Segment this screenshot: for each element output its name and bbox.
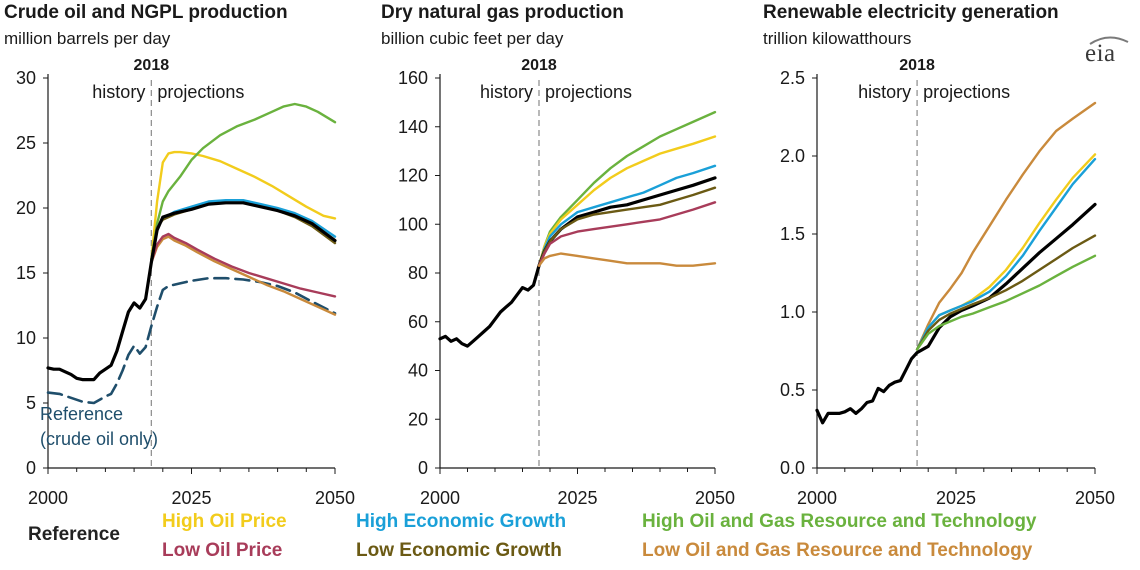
series-low-oil-price (150, 232, 337, 298)
y-tick-label: 25 (16, 133, 36, 153)
crude-oil-annotation: (crude oil only) (40, 429, 158, 449)
series-crude-only (46, 276, 337, 405)
series-high-resource (915, 254, 1097, 351)
y-tick-label: 2.0 (780, 146, 805, 166)
x-tick-label: 2000 (420, 488, 460, 508)
series-low-economic-growth (537, 186, 717, 267)
y-tick-label: 20 (16, 198, 36, 218)
y-tick-label: 20 (408, 409, 428, 429)
y-tick-label: 10 (16, 328, 36, 348)
x-tick-label: 2025 (171, 488, 211, 508)
y-tick-label: 1.5 (780, 224, 805, 244)
legend-reference: Reference (28, 524, 120, 545)
x-tick-label: 2050 (695, 488, 735, 508)
y-tick-label: 0 (26, 458, 36, 478)
y-tick-label: 120 (398, 166, 428, 186)
y-tick-label: 0.0 (780, 458, 805, 478)
chart-panel-2: 0 20 40 60 80 100 120 140 160 2000 2025 2050 2018 his… (398, 57, 735, 508)
panel-3-units: trillion kilowatthours (763, 29, 912, 48)
projections-label: projections (157, 82, 244, 102)
panel-3-title: Renewable electricity generation (763, 2, 1059, 23)
chart-panel-3: 0.0 0.5 1.0 1.5 2.0 2.5 2000 2025 2050 2018 histor… (780, 57, 1115, 508)
y-tick-label: 0.5 (780, 380, 805, 400)
projections-label: projections (923, 82, 1010, 102)
panel-2-title: Dry natural gas production (381, 2, 624, 23)
series-high-economic-growth (150, 198, 337, 262)
x-tick-label: 2050 (315, 488, 355, 508)
series-high-oil-price (537, 135, 717, 267)
series-high-economic-growth (915, 157, 1097, 351)
y-tick-label: 5 (26, 393, 36, 413)
legend-high-resource: High Oil and Gas Resource and Technology (642, 511, 1037, 532)
legend-high-oil-price: High Oil Price (162, 511, 287, 532)
history-label: history (480, 82, 533, 102)
x-tick-label: 2000 (28, 488, 68, 508)
divider-year-label: 2018 (134, 57, 170, 74)
series-low-resource (915, 101, 1097, 351)
eia-logo: eia (1082, 34, 1134, 74)
legend-low-oil-price: Low Oil Price (162, 540, 283, 561)
divider-year-label: 2018 (521, 57, 557, 74)
crude-oil-annotation: Reference (40, 404, 123, 424)
panel-1-units: million barrels per day (4, 29, 171, 48)
y-tick-label: 40 (408, 361, 428, 381)
eia-logo-arc (1089, 36, 1129, 45)
panel-2-units: billion cubic feet per day (381, 29, 564, 48)
series-high-resource (150, 102, 337, 262)
series-low-economic-growth (915, 234, 1097, 351)
series-high-economic-growth (537, 164, 717, 267)
x-tick-label: 2050 (1075, 488, 1115, 508)
x-tick-label: 2025 (557, 488, 597, 508)
legend-low-economic-growth: Low Economic Growth (356, 540, 562, 561)
y-tick-label: 80 (408, 263, 428, 283)
x-tick-label: 2000 (797, 488, 837, 508)
panel-1-title: Crude oil and NGPL production (4, 2, 288, 23)
series-low-oil-price (537, 201, 717, 267)
history-label: history (92, 82, 145, 102)
y-tick-label: 100 (398, 214, 428, 234)
x-tick-label: 2025 (936, 488, 976, 508)
y-tick-label: 140 (398, 117, 428, 137)
series-high-resource (537, 110, 717, 267)
eia-logo-text: eia (1085, 40, 1116, 67)
y-tick-label: 0 (418, 458, 428, 478)
y-tick-label: 2.5 (780, 68, 805, 88)
legend-high-economic-growth: High Economic Growth (356, 511, 567, 532)
y-tick-label: 60 (408, 312, 428, 332)
series-low-resource (537, 252, 717, 267)
projections-label: projections (545, 82, 632, 102)
series-high-oil-price (150, 150, 337, 262)
y-tick-label: 160 (398, 68, 428, 88)
divider-year-label: 2018 (899, 57, 935, 74)
history-label: history (858, 82, 911, 102)
y-tick-label: 15 (16, 263, 36, 283)
legend-low-resource: Low Oil and Gas Resource and Technology (642, 540, 1033, 561)
series-reference (815, 202, 1097, 425)
y-tick-label: 1.0 (780, 302, 805, 322)
series-low-resource (150, 235, 337, 316)
series-reference (438, 176, 717, 348)
y-tick-label: 30 (16, 68, 36, 88)
series-reference (46, 201, 337, 382)
